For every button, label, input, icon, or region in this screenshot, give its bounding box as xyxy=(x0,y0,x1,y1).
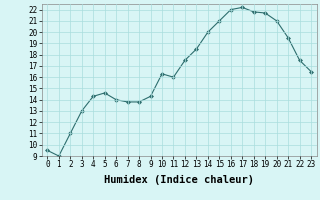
X-axis label: Humidex (Indice chaleur): Humidex (Indice chaleur) xyxy=(104,175,254,185)
